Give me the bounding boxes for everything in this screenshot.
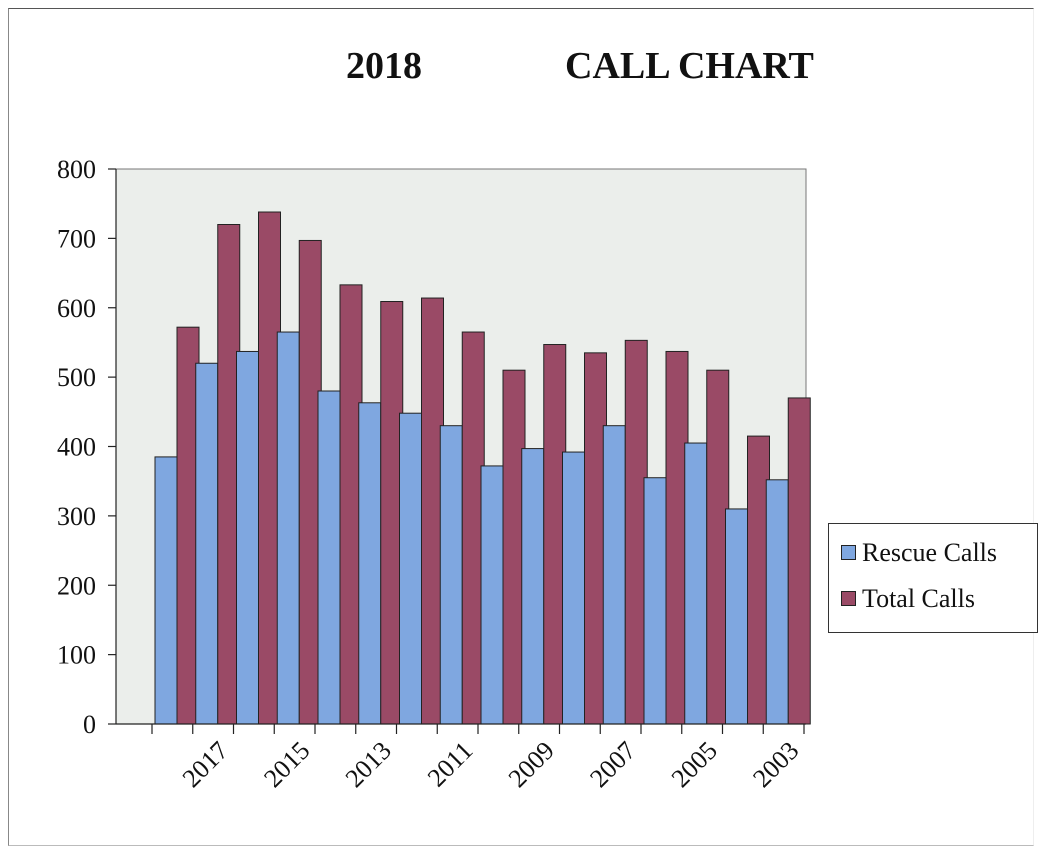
chart-title-year: 2018: [346, 45, 422, 87]
legend-swatch-rescue-calls: [841, 545, 856, 560]
y-tick-label: 400: [57, 433, 96, 462]
y-tick-label: 300: [57, 502, 96, 531]
x-tick-label: 2011: [422, 736, 479, 793]
bar-rescue-calls-2014: [317, 390, 341, 725]
bar-rescue-calls-2015: [276, 331, 300, 725]
legend-item-rescue-calls: Rescue Calls: [841, 538, 997, 568]
legend-swatch-total-calls: [841, 591, 856, 606]
chart-title-name: CALL CHART: [565, 45, 814, 87]
x-tick-label: 2007: [584, 736, 641, 793]
bar-rescue-calls-2010: [480, 465, 504, 725]
bar-rescue-calls-2008: [562, 451, 585, 725]
y-tick-label: 0: [83, 710, 96, 739]
bar-rescue-calls-2017: [195, 362, 219, 725]
legend-item-total-calls: Total Calls: [841, 584, 975, 614]
legend-label-rescue-calls: Rescue Calls: [862, 538, 998, 567]
bar-rescue-calls-2013: [358, 402, 382, 725]
x-tick-label: 2003: [747, 736, 804, 793]
bar-rescue-calls-2003: [765, 479, 789, 725]
y-tick-label: 500: [57, 363, 96, 392]
bar-total-calls-2003: [787, 397, 811, 725]
y-tick-label: 100: [57, 641, 96, 670]
y-tick-label: 600: [57, 294, 96, 323]
bar-rescue-calls-2011: [439, 425, 463, 725]
x-tick-label: 2015: [258, 736, 315, 793]
bar-rescue-calls-2016: [236, 350, 259, 725]
y-tick-label: 200: [57, 571, 96, 600]
y-tick-label: 700: [57, 224, 96, 253]
chart-title: 2018 CALL CHART: [0, 44, 1042, 94]
bar-rescue-calls-2007: [602, 425, 626, 725]
bar-rescue-calls-2004: [725, 508, 748, 725]
x-tick-label: 2017: [177, 736, 234, 793]
bar-rescue-calls-2009: [521, 448, 545, 725]
legend-label-total-calls: Total Calls: [862, 584, 976, 613]
y-tick-label: 800: [57, 155, 96, 184]
chart-legend: Rescue Calls Total Calls: [828, 523, 1038, 633]
x-tick-label: 2013: [340, 736, 397, 793]
bar-rescue-calls-2018: [154, 456, 178, 725]
bar-rescue-calls-2005: [684, 442, 708, 725]
bar-rescue-calls-2012: [399, 412, 422, 725]
x-tick-label: 2005: [666, 736, 723, 793]
bar-rescue-calls-2006: [643, 477, 667, 725]
x-tick-label: 2009: [503, 736, 560, 793]
